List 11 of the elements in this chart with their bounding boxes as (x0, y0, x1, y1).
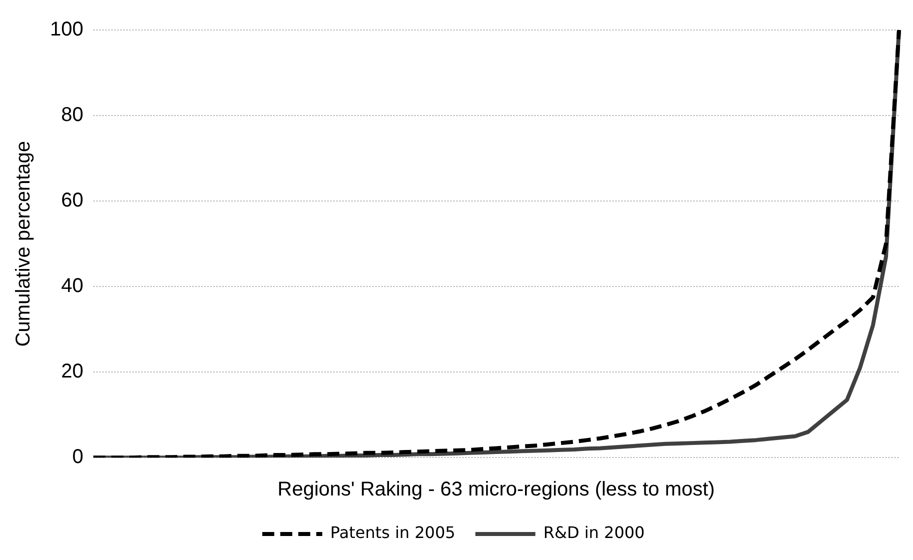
y-tick-label: 0 (72, 446, 84, 468)
legend-label: Patents in 2005 (330, 523, 456, 542)
y-tick-label: 60 (61, 190, 84, 212)
y-axis-title: Cumulative percentage (12, 140, 35, 347)
legend-label: R&D in 2000 (543, 523, 645, 542)
x-axis-title: Regions' Raking - 63 micro-regions (less to most) (278, 478, 715, 501)
y-tick-label: 20 (61, 360, 84, 383)
line-series (91, 30, 901, 458)
y-tick-label: 40 (61, 275, 84, 298)
y-tick-label: 100 (50, 18, 84, 41)
y-tick-label: 80 (61, 104, 84, 126)
